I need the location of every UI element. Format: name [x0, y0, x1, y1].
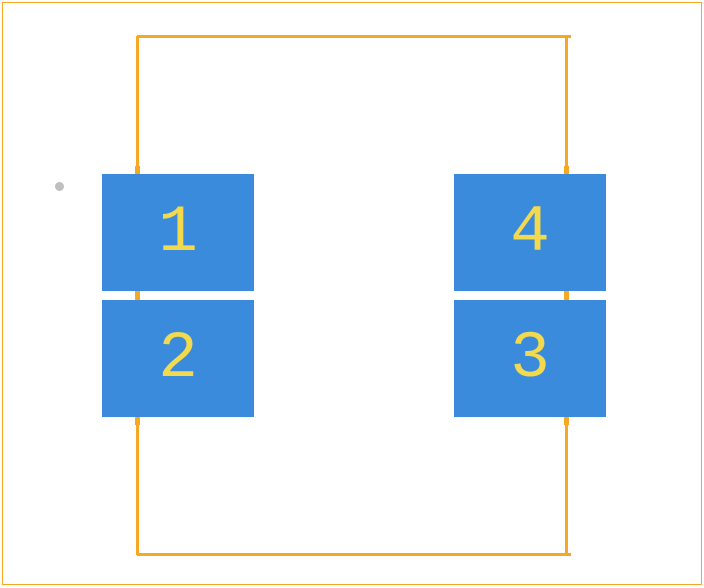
outline-segment: [137, 35, 571, 38]
pad-label: 3: [510, 321, 550, 396]
pad-2: 2: [102, 300, 254, 417]
outline-segment: [136, 36, 139, 166]
outline-segment: [565, 425, 568, 555]
outline-segment: [136, 425, 139, 555]
outline-segment: [565, 36, 568, 166]
pad-3: 4: [454, 174, 606, 291]
canvas-frame: [2, 2, 702, 585]
pad-1: 1: [102, 174, 254, 291]
pad-4: 3: [454, 300, 606, 417]
pad-label: 1: [158, 195, 198, 270]
origin-marker: [55, 182, 64, 191]
outline-segment: [137, 553, 571, 556]
pad-label: 4: [510, 195, 550, 270]
pad-label: 2: [158, 321, 198, 396]
